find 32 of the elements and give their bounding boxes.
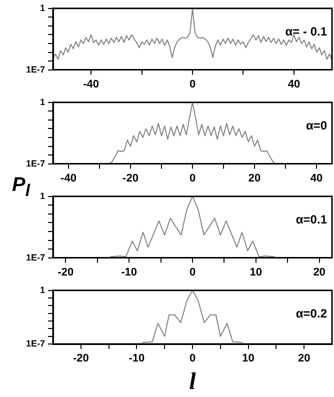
y-tick-label: 1 [40,284,45,295]
y-tick-label: 1 [40,190,45,201]
y-tick-label: 1E-7 [26,64,45,74]
y-tick-label: 1E-7 [26,158,45,168]
x-tick-label: 0 [189,352,196,365]
annotation: α=0 [306,118,328,133]
annotation: α=0.2 [296,306,328,321]
x-tick-label: -20 [58,266,74,278]
x-tick-label: -40 [60,172,76,184]
x-tick-label: 0 [189,172,196,184]
x-tick-label: 10 [250,266,262,278]
x-tick-label: 0 [189,266,196,278]
x-tick-label: 20 [248,172,261,184]
x-tick-label: -10 [121,266,138,278]
x-tick-label: -40 [83,78,99,90]
x-tick-label: 20 [313,266,326,278]
x-tick-label: 0 [189,78,196,90]
x-tick-label: 20 [298,352,310,365]
y-tick-label: 1E-7 [26,338,45,348]
x-tick-label: 40 [288,78,300,90]
x-axis-title: l [189,368,196,395]
y-axis-title: P$_{l}$ [12,174,30,201]
y-tick-label: 1 [40,96,45,107]
y-tick-label: 1E-7 [26,252,45,262]
annotation: α= - 0.1 [285,24,328,39]
x-tick-label: 40 [310,172,323,184]
x-tick-label: -10 [128,352,145,365]
x-tick-label: 10 [242,352,254,365]
x-tick-label: -20 [122,172,138,184]
annotation: α=0.1 [296,212,328,227]
x-tick-label: -20 [72,352,89,365]
y-tick-label: 1 [40,2,45,13]
